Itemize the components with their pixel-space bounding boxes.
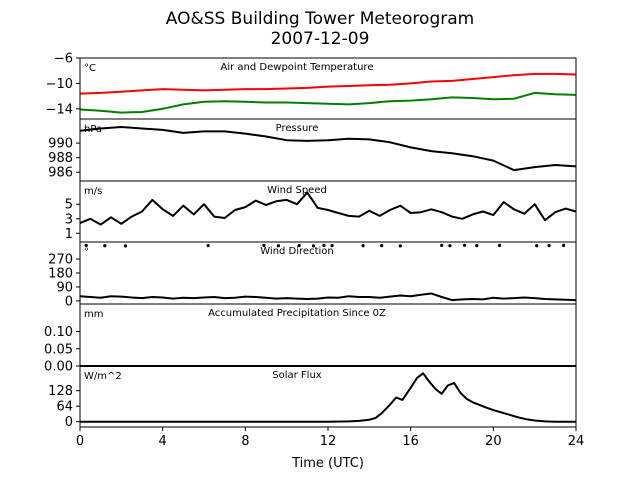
chart-title: AO&SS Building Tower Meteorogram: [166, 9, 474, 29]
precipitation-y-tick-label: 0.10: [44, 325, 73, 340]
x-tick-label: 8: [241, 434, 249, 449]
x-tick-label: 20: [485, 434, 502, 449]
wind-direction-point: [535, 244, 539, 248]
precipitation-panel-title: Accumulated Precipitation Since 0Z: [208, 308, 386, 319]
wind-direction-point: [562, 243, 566, 247]
x-tick-label: 24: [568, 434, 585, 449]
temperature-y-tick-label: −14: [46, 102, 73, 117]
wind-direction-point: [475, 244, 479, 248]
wind-direction-y-tick-label: 180: [48, 267, 73, 282]
temperature-y-tick-label: −10: [46, 77, 73, 92]
x-tick-label: 0: [76, 434, 84, 449]
precipitation-unit-label: mm: [84, 309, 103, 320]
wind-speed-panel-title: Wind Speed: [267, 185, 327, 196]
solar-flux-y-tick-label: 64: [56, 400, 73, 415]
wind-speed-frame: [79, 180, 577, 243]
pressure-y-tick-label: 988: [48, 151, 73, 166]
wind-direction-point: [262, 243, 266, 247]
wind-direction-point: [361, 244, 365, 248]
wind-direction-y-tick-label: 90: [56, 280, 73, 295]
wind-direction-point: [123, 244, 128, 248]
precipitation-y-tick-label: 0.05: [44, 342, 73, 357]
wind-direction-point: [440, 243, 444, 247]
solar-flux-series-line-1: [80, 372, 576, 423]
x-axis: 0 4 8 12 16 20 24: [76, 427, 584, 449]
temperature-panel-title: Air and Dewpoint Temperature: [221, 62, 374, 73]
panels-group: −6 −10 −14 °C Air and Dewpoint Temperature 99…: [44, 52, 577, 430]
solar-flux-y-tick-label: 128: [48, 384, 73, 399]
wind-direction-point: [322, 243, 326, 247]
solar-flux-panel-title: Solar Flux: [272, 370, 322, 381]
wind-direction-point: [103, 244, 107, 248]
pressure-panel-title: Pressure: [276, 123, 319, 134]
wind-direction-series-line-1: [79, 292, 577, 302]
pressure-unit-label: hPa: [84, 124, 102, 135]
pressure-y-tick-label: 986: [48, 166, 73, 181]
temperature-unit-label: °C: [84, 63, 96, 74]
wind-direction-point: [206, 244, 210, 248]
temperature-series-line-1: [79, 72, 577, 95]
wind-direction-point: [462, 243, 466, 247]
solar-flux-frame: [79, 365, 577, 428]
panel-precipitation: 0.10 0.05 0.00 mm Accumulated Precipitation …: [44, 303, 577, 375]
precipitation-y-tick-label: 0.00: [44, 360, 73, 375]
wind-speed-y-tick-label: 5: [65, 198, 73, 213]
wind-direction-point: [297, 244, 301, 248]
panel-wind-speed: 531 m/s Wind Speed: [65, 180, 577, 243]
wind-direction-y-tick-label: 0: [65, 294, 73, 309]
solar-flux-y-tick-label: 0: [65, 415, 73, 430]
temperature-y-tick-label: −6: [54, 52, 73, 67]
wind-direction-point: [380, 244, 384, 248]
wind-speed-unit-label: m/s: [84, 186, 102, 197]
wind-direction-point: [398, 244, 402, 248]
x-tick-label: 4: [159, 434, 167, 449]
wind-direction-point: [448, 244, 452, 248]
wind-direction-point: [276, 244, 280, 248]
wind-direction-point: [547, 244, 551, 248]
wind-direction-panel-title: Wind Direction: [260, 246, 334, 257]
wind-speed-y-tick-label: 3: [65, 212, 73, 227]
wind-direction-point: [311, 244, 316, 248]
wind-direction-unit-label: °: [84, 247, 89, 258]
wind-direction-y-tick-label: 270: [48, 253, 73, 268]
wind-direction-point: [497, 243, 502, 247]
wind-direction-point: [84, 243, 88, 247]
wind-speed-series-line-1: [79, 191, 577, 226]
panel-temperature: −6 −10 −14 °C Air and Dewpoint Temperature: [46, 52, 577, 120]
solar-flux-unit-label: W/m^2: [84, 371, 122, 382]
pressure-y-tick-label: 990: [48, 137, 73, 152]
x-tick-label: 16: [402, 434, 419, 449]
chart-subtitle-date: 2007-12-09: [271, 29, 370, 49]
wind-direction-point: [330, 244, 334, 248]
wind-speed-y-tick-label: 1: [65, 227, 73, 242]
pressure-series-line-1: [79, 126, 577, 172]
x-axis-label: Time (UTC): [291, 456, 364, 471]
temperature-series-line-2: [79, 91, 577, 114]
pressure-frame: [79, 118, 577, 182]
x-tick-label: 12: [320, 434, 337, 449]
